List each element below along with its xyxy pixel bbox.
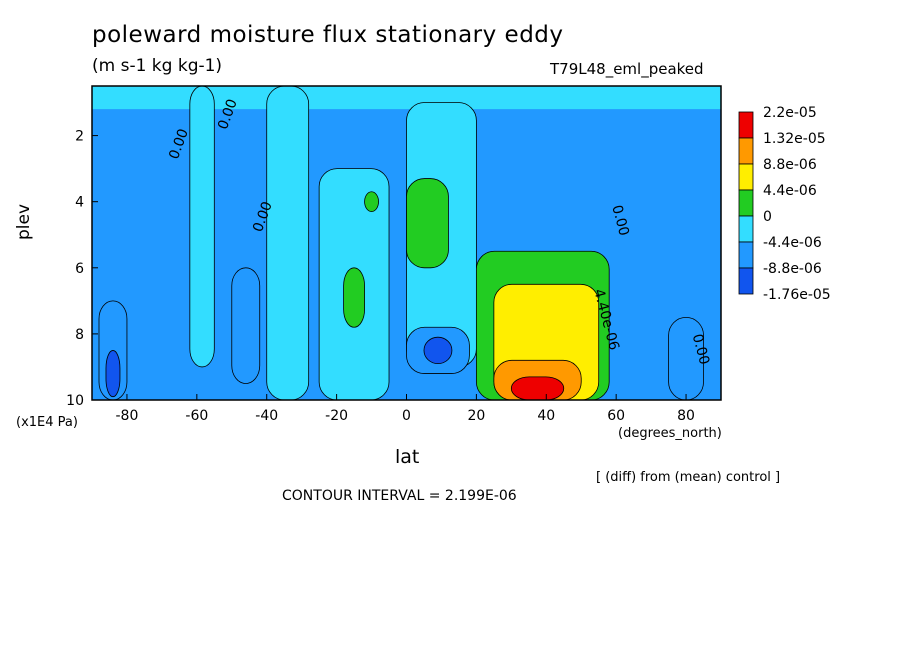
- x-tick-label: 80: [677, 408, 695, 424]
- contour-label: 0.00: [608, 203, 632, 237]
- field-region: [406, 178, 449, 269]
- filled-contours: [92, 86, 721, 400]
- x-tick-label: -20: [325, 408, 348, 424]
- field-region: [231, 267, 261, 384]
- field-region: [510, 376, 565, 400]
- contour-label: 0.00: [689, 332, 713, 366]
- contour-interval: CONTOUR INTERVAL = 2.199E-06: [282, 488, 517, 504]
- legend-label: 4.4e-06: [763, 183, 817, 199]
- legend-swatch: [738, 163, 754, 191]
- y-tick-label: 10: [66, 393, 84, 409]
- field-region: [92, 86, 721, 110]
- y-tick-label: 4: [75, 195, 84, 211]
- x-tick-label: -60: [185, 408, 208, 424]
- x-tick-label: -40: [255, 408, 278, 424]
- y-axis: 2 4 6 8 10: [66, 129, 98, 409]
- legend-label: -4.4e-06: [763, 235, 822, 251]
- chart-title: poleward moisture flux stationary eddy: [92, 22, 564, 48]
- y-axis-units: (x1E4 Pa): [16, 415, 78, 430]
- x-axis-units: (degrees_north): [618, 426, 722, 441]
- x-tick-label: 60: [607, 408, 625, 424]
- experiment-name: T79L48_eml_peaked: [550, 60, 704, 78]
- x-tick-label: 20: [467, 408, 485, 424]
- color-legend: 2.2e-05 1.32e-05 8.8e-06 4.4e-06 0 -4.4e-06 -8…: [738, 105, 831, 303]
- x-axis: -80 -60 -40 -20 0 20 40 60 80: [116, 394, 695, 424]
- legend-swatch: [738, 215, 754, 243]
- y-axis-label: plev: [14, 203, 34, 240]
- x-tick-label: 40: [537, 408, 555, 424]
- legend-label: -1.76e-05: [763, 287, 831, 303]
- legend-swatch: [738, 189, 754, 217]
- legend-swatch: [738, 137, 754, 165]
- legend-label: 1.32e-05: [763, 131, 826, 147]
- x-axis-label: lat: [395, 446, 420, 468]
- legend-label: 0: [763, 209, 772, 225]
- field-region: [189, 86, 215, 368]
- y-tick-label: 8: [75, 327, 84, 343]
- x-tick-label: -80: [116, 408, 139, 424]
- field-region: [105, 350, 121, 398]
- legend-label: -8.8e-06: [763, 261, 822, 277]
- y-tick-label: 6: [75, 261, 84, 277]
- legend-label: 8.8e-06: [763, 157, 817, 173]
- legend-swatch: [738, 267, 754, 295]
- y-tick-label: 2: [75, 129, 84, 145]
- x-tick-label: 0: [402, 408, 411, 424]
- legend-swatch: [738, 241, 754, 269]
- chart-units: (m s-1 kg kg-1): [92, 56, 223, 76]
- field-region: [364, 191, 379, 212]
- field-region: [266, 86, 310, 400]
- field-region: [423, 336, 453, 365]
- legend-swatch: [738, 111, 754, 139]
- field-region: [343, 267, 365, 328]
- difference-note: [ (diff) from (mean) control ]: [596, 470, 781, 485]
- legend-label: 2.2e-05: [763, 105, 817, 121]
